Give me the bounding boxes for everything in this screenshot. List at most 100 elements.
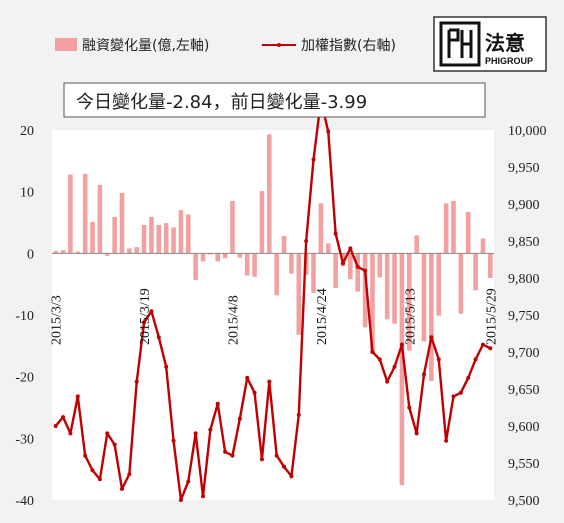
index-point xyxy=(208,427,213,432)
index-line-group xyxy=(53,98,493,502)
bar xyxy=(407,253,412,351)
bar xyxy=(127,248,132,254)
index-point xyxy=(282,464,287,469)
banner-box xyxy=(63,82,486,118)
right-tick-label: 9,700 xyxy=(508,346,540,361)
legend-bar-label: 融資變化量(億,左軸) xyxy=(82,38,209,54)
bar xyxy=(458,253,464,314)
left-axis: -40 -30 -20 -10 0 10 20 xyxy=(15,124,34,509)
bar xyxy=(414,235,419,254)
bar xyxy=(90,221,95,254)
index-point xyxy=(296,412,301,417)
x-tick-label: 2015/4/8 xyxy=(227,295,242,345)
left-tick-label: 0 xyxy=(27,247,34,262)
bar xyxy=(311,253,316,293)
bar xyxy=(141,224,147,254)
right-tick-label: 9,800 xyxy=(508,272,540,287)
index-point xyxy=(90,468,95,473)
bar xyxy=(53,250,58,254)
index-point xyxy=(451,394,456,399)
index-point xyxy=(105,431,110,436)
x-tick-label: 2015/3/19 xyxy=(138,288,153,345)
bar xyxy=(163,223,169,254)
index-point xyxy=(370,350,375,354)
index-point xyxy=(444,438,449,443)
bar xyxy=(281,236,287,254)
index-point xyxy=(422,372,427,377)
bar xyxy=(259,191,265,254)
legend-bar-swatch xyxy=(55,38,77,51)
legend-line-label: 加權指數(右軸) xyxy=(301,38,396,54)
index-point xyxy=(193,431,198,436)
index-point xyxy=(53,424,58,428)
index-point xyxy=(252,390,257,395)
index-point xyxy=(127,472,132,477)
index-point xyxy=(259,457,264,462)
index-point xyxy=(348,246,353,251)
bar xyxy=(178,210,184,254)
bar xyxy=(134,247,139,254)
bar xyxy=(149,216,154,254)
index-point xyxy=(237,416,242,421)
index-point xyxy=(473,357,478,362)
x-tick-label: 2015/5/13 xyxy=(403,288,418,345)
bar xyxy=(119,192,125,254)
index-point xyxy=(333,231,338,236)
left-tick-label: -30 xyxy=(15,432,34,447)
bar xyxy=(473,253,478,291)
x-tick-label: 2015/4/24 xyxy=(315,288,330,345)
bar xyxy=(200,253,206,262)
index-point xyxy=(201,494,206,499)
index-point xyxy=(112,442,117,447)
bar xyxy=(171,227,176,254)
bar xyxy=(68,174,73,254)
index-point xyxy=(340,261,345,266)
right-axis: 9,500 9,550 9,600 9,650 9,700 9,750 9,800 9,850… xyxy=(508,124,547,509)
bar xyxy=(465,212,471,254)
index-point xyxy=(377,357,382,362)
bar xyxy=(104,253,110,256)
index-point xyxy=(466,375,471,380)
banner-text: 今日變化量-2.84，前日變化量-3.99 xyxy=(76,92,367,113)
right-tick-label: 10,000 xyxy=(508,124,547,139)
bar xyxy=(230,200,235,254)
index-point xyxy=(215,401,220,406)
index-point xyxy=(186,479,191,484)
index-point xyxy=(178,498,183,502)
index-point xyxy=(68,431,73,436)
plot-area xyxy=(52,130,494,500)
index-point xyxy=(407,405,412,410)
bar xyxy=(421,253,427,342)
bar xyxy=(222,253,228,259)
x-tick-label: 2015/3/3 xyxy=(50,295,65,345)
x-axis-labels: 2015/3/3 2015/3/19 2015/4/8 2015/4/24 2015/5… xyxy=(50,288,500,345)
right-tick-label: 9,900 xyxy=(508,198,540,213)
bar xyxy=(384,253,390,320)
left-tick-label: 10 xyxy=(20,186,34,201)
logo: 法意 PHIGROUP xyxy=(433,16,547,72)
index-line xyxy=(54,99,491,502)
index-point xyxy=(399,342,404,347)
index-point xyxy=(326,129,331,134)
bar xyxy=(60,250,66,254)
bar xyxy=(193,253,198,280)
right-tick-label: 9,600 xyxy=(508,420,540,435)
index-point xyxy=(171,438,176,443)
index-point xyxy=(289,474,294,479)
logo-name: 法意 xyxy=(485,31,525,55)
index-point xyxy=(429,335,434,340)
bar xyxy=(429,253,434,381)
index-point xyxy=(230,453,235,458)
index-point xyxy=(458,390,463,395)
bar xyxy=(237,253,243,258)
index-point xyxy=(480,342,485,347)
right-tick-label: 9,750 xyxy=(508,309,540,324)
bar xyxy=(392,253,397,324)
legend: 融資變化量(億,左軸) 加權指數(右軸) xyxy=(55,38,396,54)
index-point xyxy=(245,375,250,380)
index-point xyxy=(392,364,397,369)
index-point xyxy=(97,477,102,482)
bar xyxy=(208,253,213,255)
right-tick-label: 9,950 xyxy=(508,161,540,176)
